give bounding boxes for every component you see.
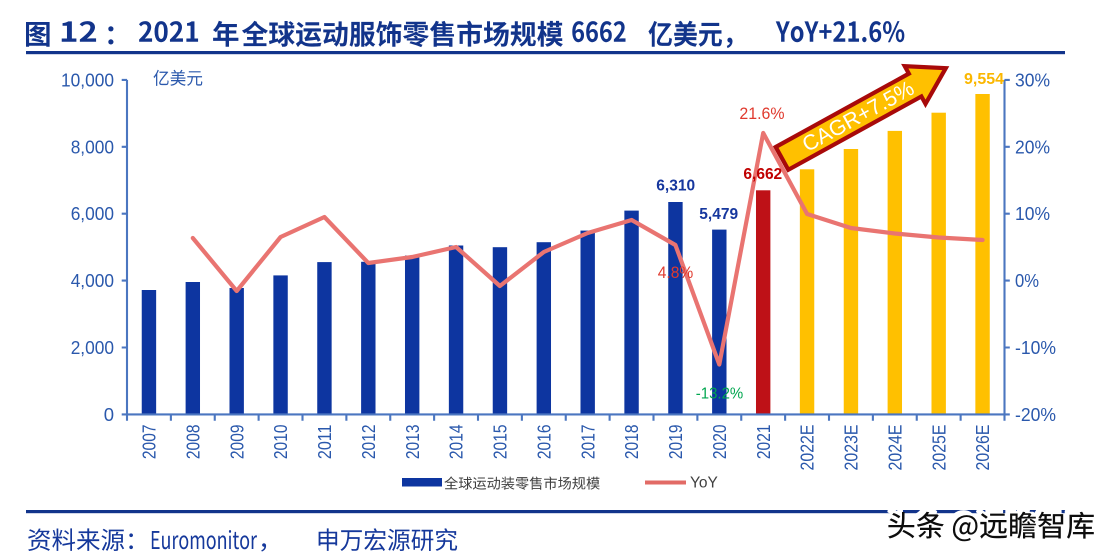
svg-text:2008: 2008 bbox=[182, 425, 203, 460]
svg-text:2025E: 2025E bbox=[928, 425, 949, 471]
svg-text:-10%: -10% bbox=[1015, 337, 1056, 358]
svg-text:10,000: 10,000 bbox=[61, 69, 114, 90]
svg-text:4,000: 4,000 bbox=[71, 270, 114, 291]
svg-text:8,000: 8,000 bbox=[71, 136, 114, 157]
svg-text:2012: 2012 bbox=[358, 425, 379, 460]
svg-text:2009: 2009 bbox=[226, 425, 247, 460]
svg-text:2023E: 2023E bbox=[841, 425, 862, 471]
svg-text:5,479: 5,479 bbox=[699, 206, 738, 223]
svg-text:2024E: 2024E bbox=[884, 425, 905, 471]
svg-text:2015: 2015 bbox=[490, 425, 511, 460]
svg-text:20%: 20% bbox=[1015, 136, 1050, 157]
svg-text:30%: 30% bbox=[1015, 69, 1050, 90]
svg-text:2013: 2013 bbox=[402, 425, 423, 460]
svg-text:2010: 2010 bbox=[270, 425, 291, 460]
svg-text:2020: 2020 bbox=[709, 425, 730, 460]
svg-text:2018: 2018 bbox=[621, 425, 642, 460]
svg-text:4.8%: 4.8% bbox=[658, 264, 694, 282]
svg-text:2017: 2017 bbox=[577, 425, 598, 460]
svg-text:2007: 2007 bbox=[139, 425, 160, 460]
svg-text:2016: 2016 bbox=[533, 425, 554, 460]
svg-text:6,662: 6,662 bbox=[743, 166, 782, 183]
svg-text:6,000: 6,000 bbox=[71, 203, 114, 224]
svg-text:2011: 2011 bbox=[314, 425, 335, 460]
svg-text:2026E: 2026E bbox=[972, 425, 993, 471]
svg-text:YoY: YoY bbox=[690, 475, 718, 492]
svg-text:-20%: -20% bbox=[1015, 404, 1056, 425]
svg-text:-13.2%: -13.2% bbox=[696, 385, 744, 402]
svg-text:9,554: 9,554 bbox=[964, 71, 1004, 88]
svg-text:2019: 2019 bbox=[665, 425, 686, 460]
svg-text:6,310: 6,310 bbox=[656, 177, 695, 194]
svg-text:21.6%: 21.6% bbox=[739, 105, 785, 123]
svg-text:10%: 10% bbox=[1015, 203, 1050, 224]
svg-text:2,000: 2,000 bbox=[71, 337, 114, 358]
svg-text:2022E: 2022E bbox=[797, 425, 818, 471]
svg-text:2014: 2014 bbox=[446, 425, 467, 460]
svg-text:2021: 2021 bbox=[753, 425, 774, 460]
svg-text:0: 0 bbox=[104, 404, 114, 425]
svg-text:0%: 0% bbox=[1015, 270, 1039, 291]
